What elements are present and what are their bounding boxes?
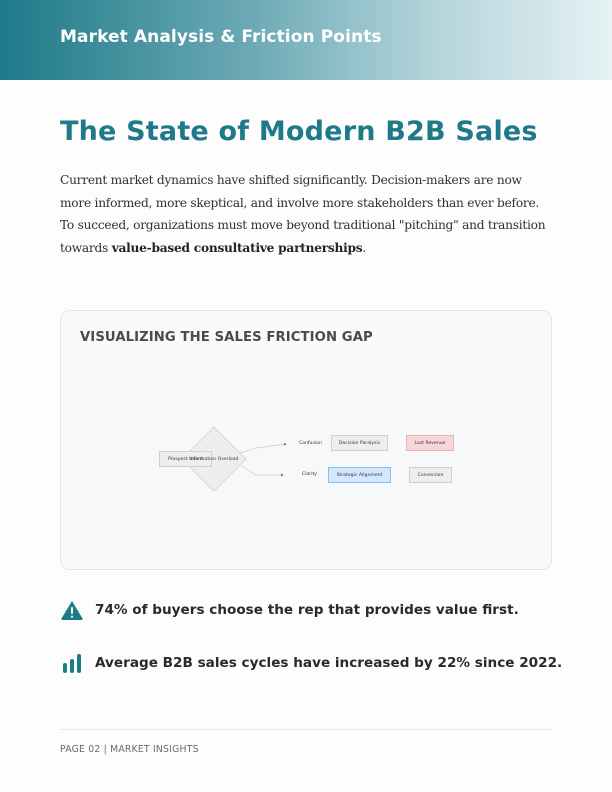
footer-page-label: PAGE 02 | MARKET INSIGHTS bbox=[60, 744, 199, 755]
intro-emphasis: value-based consultative partnerships bbox=[111, 240, 363, 255]
page-header-banner: Market Analysis & Friction Points bbox=[0, 0, 612, 80]
node-information-overload: Information Overload bbox=[189, 456, 239, 462]
warning-triangle-icon bbox=[61, 601, 83, 620]
friction-flow-diagram: Prospect Intent Information Overload Con… bbox=[106, 369, 506, 551]
stat-text: Average B2B sales cycles have increased … bbox=[95, 655, 563, 671]
edge-label-clarity: Clarity bbox=[302, 472, 317, 477]
stat-text: 74% of buyers choose the rep that provid… bbox=[95, 602, 519, 618]
stat-item: Average B2B sales cycles have increased … bbox=[60, 652, 562, 674]
bar-chart-icon bbox=[63, 654, 81, 673]
header-title: Market Analysis & Friction Points bbox=[60, 27, 382, 47]
footer-divider bbox=[60, 729, 552, 730]
intro-text-end: . bbox=[362, 240, 367, 255]
intro-paragraph: Current market dynamics have shifted sig… bbox=[60, 169, 555, 259]
node-conversion: Conversion bbox=[409, 467, 452, 483]
diagram-card-title: VISUALIZING THE SALES FRICTION GAP bbox=[80, 330, 373, 345]
node-decision-paralysis: Decision Paralysis bbox=[331, 435, 388, 451]
intro-text: Current market dynamics have shifted sig… bbox=[60, 173, 546, 255]
diagram-card: VISUALIZING THE SALES FRICTION GAP Prosp… bbox=[60, 310, 552, 570]
node-prospect-intent: Prospect Intent bbox=[159, 451, 212, 467]
stat-item: 74% of buyers choose the rep that provid… bbox=[60, 599, 519, 621]
page-title: The State of Modern B2B Sales bbox=[60, 116, 538, 147]
node-lost-revenue: Lost Revenue bbox=[406, 435, 454, 451]
edge-label-confusion: Confusion bbox=[299, 441, 322, 446]
node-strategic-alignment: Strategic Alignment bbox=[328, 467, 391, 483]
decision-diamond-shape bbox=[181, 426, 247, 492]
